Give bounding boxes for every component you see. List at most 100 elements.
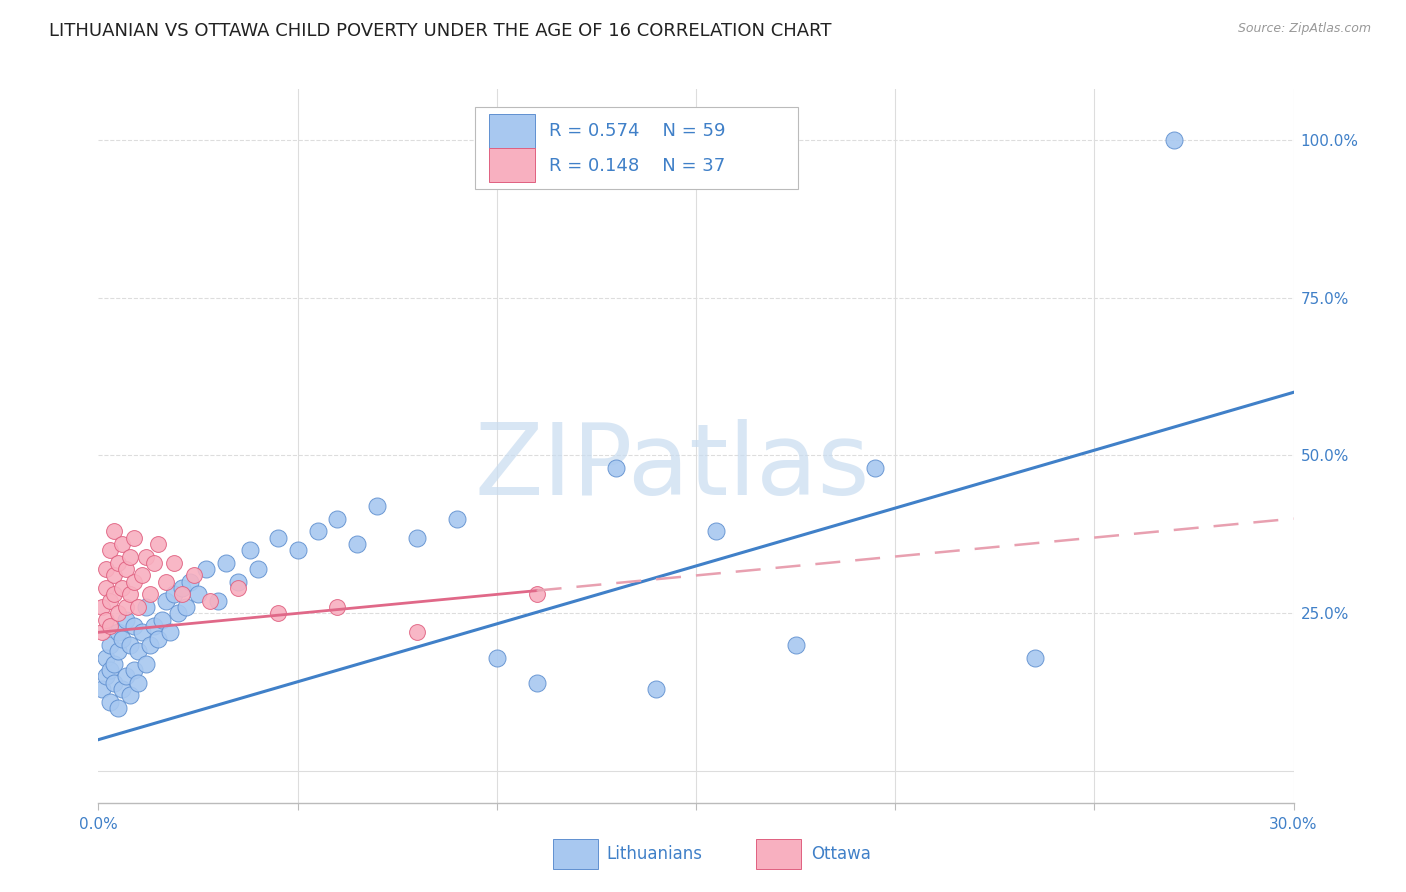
Text: Lithuanians: Lithuanians (606, 846, 703, 863)
Point (96, 669, 118, 683)
Point (174, 600, 197, 615)
Point (143, 619, 166, 633)
Point (163, 587, 186, 601)
Point (226, 574, 249, 589)
Point (120, 689, 142, 703)
Point (155, 574, 177, 589)
Point (127, 644, 149, 658)
Point (98, 695, 122, 709)
Text: LITHUANIAN VS OTTAWA CHILD POVERTY UNDER THE AGE OF 16 CORRELATION CHART: LITHUANIAN VS OTTAWA CHILD POVERTY UNDER… (49, 22, 832, 40)
Point (246, 562, 269, 576)
Point (366, 499, 388, 513)
Point (326, 511, 349, 525)
Point (98, 543, 122, 558)
Point (91, 625, 114, 640)
Point (207, 593, 229, 607)
Point (150, 613, 173, 627)
Point (704, 524, 727, 539)
Point (107, 607, 129, 621)
Point (115, 562, 138, 576)
Point (103, 657, 125, 671)
Point (163, 556, 186, 570)
Point (103, 675, 125, 690)
Point (179, 574, 201, 589)
FancyBboxPatch shape (489, 114, 534, 148)
Point (139, 638, 162, 652)
Point (107, 625, 129, 640)
Text: Ottawa: Ottawa (811, 846, 870, 863)
Point (1024, 650, 1046, 665)
FancyBboxPatch shape (489, 148, 534, 182)
Point (215, 556, 238, 570)
Point (135, 549, 157, 564)
Point (239, 543, 262, 558)
Point (605, 461, 627, 475)
Point (187, 587, 209, 601)
Point (96, 581, 118, 595)
Point (135, 657, 157, 671)
Point (406, 531, 429, 545)
Point (111, 682, 134, 697)
Point (155, 593, 177, 607)
Point (120, 638, 142, 652)
Point (526, 587, 548, 601)
Point (127, 600, 149, 615)
Point (91, 682, 114, 697)
Point (131, 625, 153, 640)
Point (96, 650, 118, 665)
Point (865, 461, 887, 475)
Point (111, 581, 134, 595)
Point (785, 638, 807, 652)
Point (98, 663, 122, 677)
Point (120, 549, 142, 564)
Point (267, 607, 290, 621)
Point (115, 600, 138, 615)
Point (139, 587, 162, 601)
Point (172, 581, 194, 595)
Point (406, 625, 429, 640)
Point (148, 632, 170, 646)
Point (287, 543, 309, 558)
Point (103, 568, 125, 582)
Point (115, 669, 138, 683)
FancyBboxPatch shape (553, 839, 598, 869)
Point (135, 600, 157, 615)
Point (98, 593, 122, 607)
Point (307, 524, 329, 539)
Point (148, 537, 170, 551)
Point (485, 650, 508, 665)
Point (1163, 133, 1185, 147)
Point (526, 675, 548, 690)
Text: Source: ZipAtlas.com: Source: ZipAtlas.com (1237, 22, 1371, 36)
Point (111, 632, 134, 646)
Text: R = 0.574    N = 59: R = 0.574 N = 59 (548, 122, 725, 140)
Point (172, 587, 194, 601)
Point (107, 701, 129, 715)
Point (124, 619, 146, 633)
Point (226, 581, 249, 595)
Point (111, 537, 134, 551)
Point (127, 675, 149, 690)
Text: R = 0.148    N = 37: R = 0.148 N = 37 (548, 157, 725, 175)
FancyBboxPatch shape (475, 107, 797, 189)
Point (195, 562, 218, 576)
Point (115, 613, 138, 627)
Point (143, 556, 166, 570)
Point (107, 644, 129, 658)
Point (98, 619, 122, 633)
Point (183, 568, 205, 582)
Point (198, 593, 221, 607)
Point (267, 531, 290, 545)
Point (120, 587, 142, 601)
Point (91, 600, 114, 615)
Point (326, 600, 349, 615)
Point (159, 625, 181, 640)
Point (446, 511, 468, 525)
Point (103, 524, 125, 539)
Point (131, 568, 153, 582)
Text: ZIPatlas: ZIPatlas (474, 419, 870, 516)
FancyBboxPatch shape (756, 839, 801, 869)
Point (103, 587, 125, 601)
Point (98, 638, 122, 652)
Point (124, 574, 146, 589)
